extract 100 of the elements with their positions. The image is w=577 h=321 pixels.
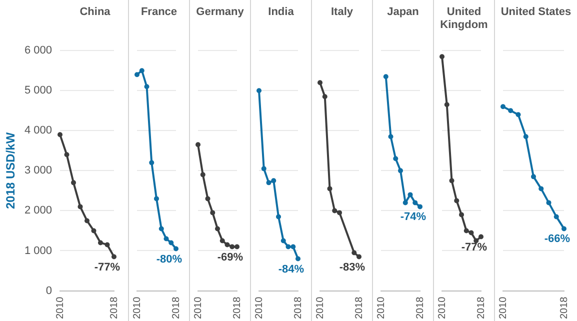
point <box>58 132 62 138</box>
point <box>516 112 521 118</box>
annotation: -74% <box>400 211 426 224</box>
point <box>322 94 328 100</box>
point <box>418 204 422 210</box>
point <box>158 226 164 232</box>
point <box>388 134 394 140</box>
x-tick-label: 2018 <box>558 296 570 320</box>
point <box>84 218 90 224</box>
annotation: -77% <box>94 261 120 274</box>
x-tick-label: 2018 <box>292 296 304 320</box>
point <box>500 104 506 110</box>
point <box>266 180 272 186</box>
point <box>276 214 281 220</box>
point <box>296 256 300 262</box>
chart-title: Japan <box>386 5 420 20</box>
point <box>164 236 169 242</box>
point <box>256 88 262 94</box>
y-axis-title: 2018 USD/kW <box>4 132 18 210</box>
point <box>538 186 544 192</box>
point <box>154 196 159 202</box>
y-tick-label: 0 <box>46 284 52 297</box>
x-tick-label: 2018 <box>170 296 182 320</box>
point <box>318 80 322 86</box>
y-tick-label: 4 000 <box>24 124 52 137</box>
point <box>196 142 200 148</box>
point <box>412 200 418 206</box>
point <box>134 72 140 78</box>
point <box>280 238 286 244</box>
point <box>200 172 206 178</box>
x-tick-label: 2010 <box>192 296 204 320</box>
point <box>440 54 444 60</box>
chart-title: India <box>267 5 295 20</box>
x-tick-label: 2018 <box>476 296 487 320</box>
chart-title: United States <box>500 5 572 20</box>
point <box>98 240 103 246</box>
point <box>546 200 552 206</box>
point <box>402 200 408 206</box>
point <box>286 244 291 250</box>
point <box>71 180 76 186</box>
point <box>383 74 388 80</box>
point <box>271 178 276 184</box>
point <box>234 244 240 250</box>
point <box>112 254 116 260</box>
point <box>356 254 362 260</box>
point <box>78 204 83 210</box>
point <box>174 246 178 252</box>
point <box>523 134 528 140</box>
x-tick-label: 2010 <box>54 296 66 320</box>
point <box>168 240 174 246</box>
y-tick-label: 5 000 <box>24 84 52 97</box>
point <box>554 214 559 220</box>
point <box>220 238 225 244</box>
point <box>139 68 144 74</box>
annotation: -84% <box>278 263 304 276</box>
point <box>393 156 398 162</box>
point <box>91 228 96 234</box>
chart-title: France <box>140 5 178 20</box>
point <box>149 160 154 166</box>
x-tick-label: 2010 <box>254 296 265 320</box>
point <box>205 196 210 202</box>
point <box>290 244 296 250</box>
chart-title: China <box>78 5 112 20</box>
point <box>449 178 454 184</box>
y-tick-label: 1 000 <box>24 244 52 257</box>
point <box>261 166 266 172</box>
point <box>332 208 338 214</box>
point <box>531 174 536 180</box>
annotation: -83% <box>339 261 366 274</box>
point <box>508 108 514 114</box>
annotation: -69% <box>217 251 244 264</box>
point <box>144 84 150 90</box>
y-tick-label: 6 000 <box>24 44 52 57</box>
point <box>454 198 460 204</box>
x-tick-label: 2018 <box>232 296 243 320</box>
point <box>444 102 450 108</box>
annotation: -80% <box>156 253 182 266</box>
point <box>468 230 474 236</box>
y-tick-label: 3 000 <box>24 164 52 177</box>
point <box>215 226 220 232</box>
x-tick-label: 2010 <box>376 296 387 320</box>
point <box>64 152 70 158</box>
x-tick-label: 2018 <box>414 296 426 320</box>
x-tick-label: 2010 <box>498 296 509 320</box>
point <box>398 168 403 174</box>
point <box>459 212 464 218</box>
annotation: -77% <box>461 241 488 254</box>
point <box>224 242 230 248</box>
point <box>408 192 413 198</box>
y-tick-label: 2 000 <box>24 204 52 217</box>
point <box>464 228 469 234</box>
point <box>327 186 332 192</box>
x-tick-label: 2010 <box>132 296 143 320</box>
annotation: -66% <box>544 233 570 246</box>
chart-title: Germany <box>195 5 245 20</box>
point <box>210 210 216 216</box>
x-tick-label: 2010 <box>314 296 326 320</box>
point <box>337 210 342 216</box>
chart-title: Italy <box>330 5 354 20</box>
point <box>104 242 110 248</box>
